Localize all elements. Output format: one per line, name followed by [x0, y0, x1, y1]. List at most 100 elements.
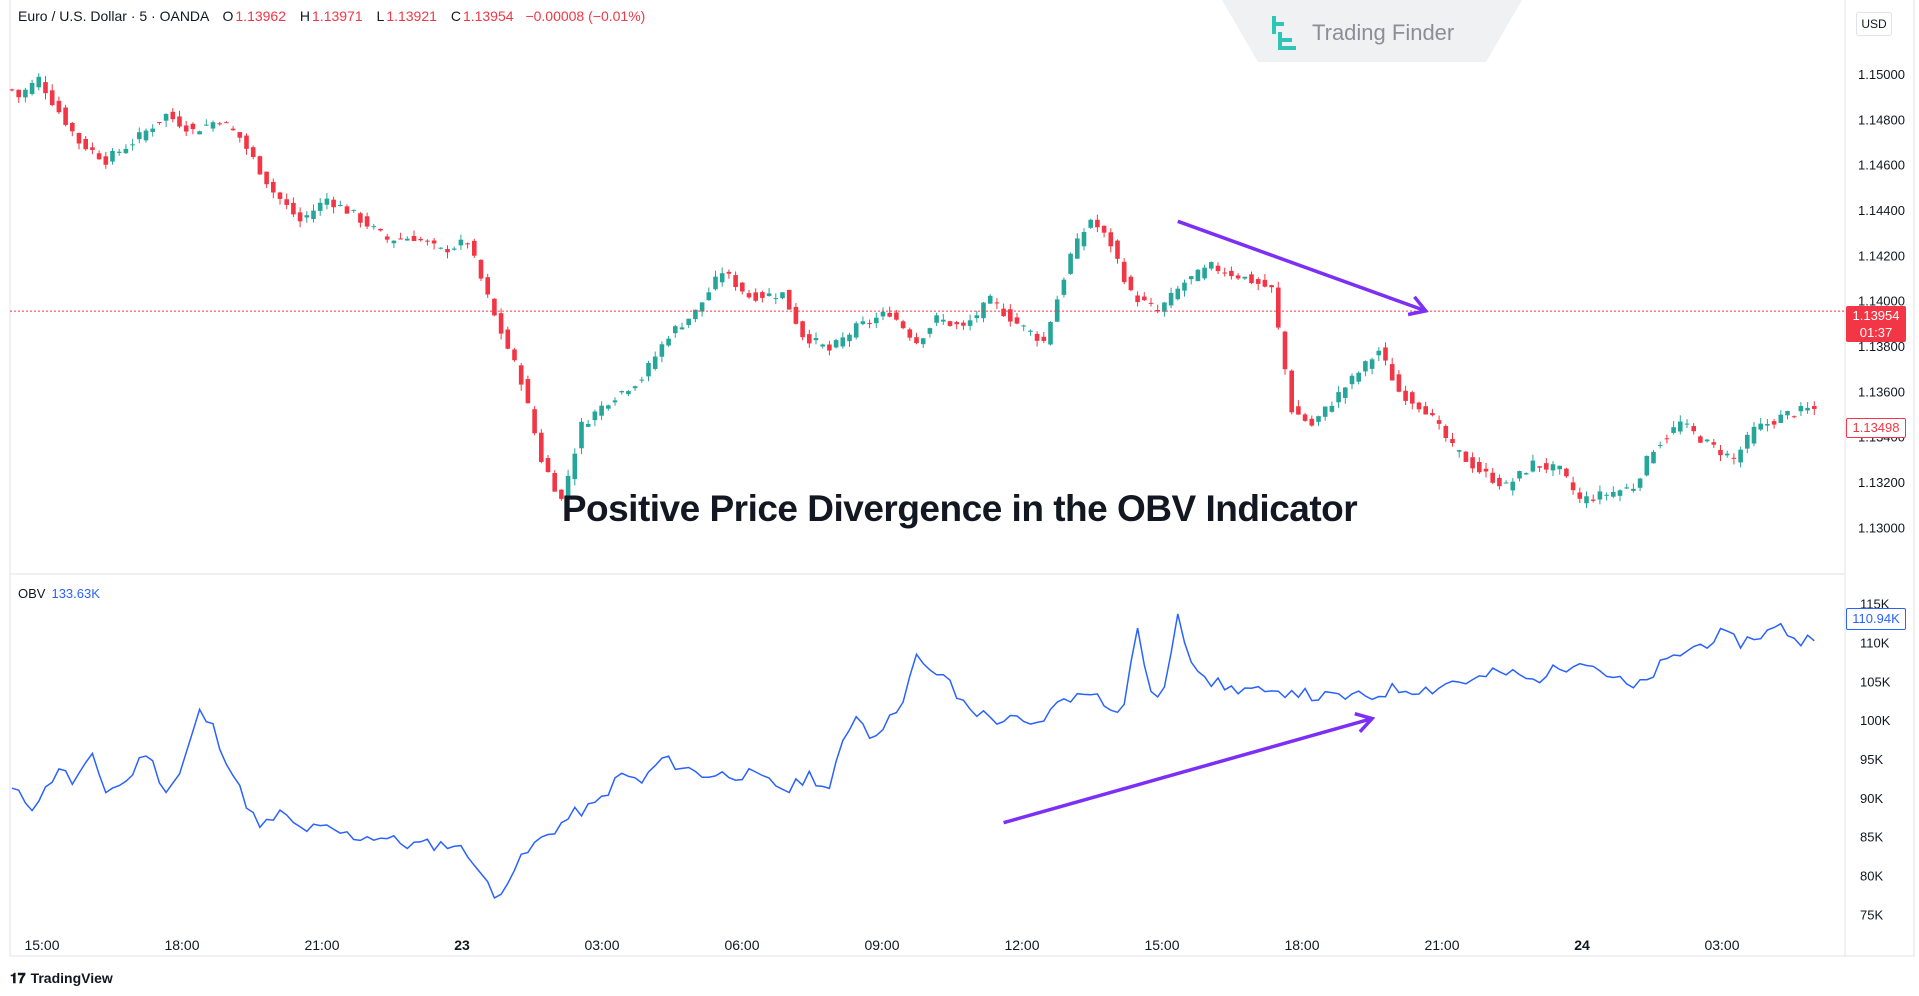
- price-tick-label: 1.13800: [1858, 339, 1905, 354]
- candle: [1691, 423, 1696, 435]
- low-label: L: [376, 8, 385, 24]
- divergence-arrow-obv: [1003, 712, 1376, 825]
- candle: [418, 236, 423, 242]
- candle: [1483, 462, 1489, 478]
- candle: [1302, 412, 1308, 422]
- candle: [137, 127, 142, 144]
- candle: [1597, 485, 1603, 505]
- candle: [820, 343, 825, 349]
- candle: [1604, 492, 1609, 501]
- candle: [1450, 432, 1455, 447]
- price-tick-label: 1.13200: [1858, 475, 1905, 490]
- candle: [1517, 470, 1522, 482]
- candle: [981, 301, 986, 323]
- symbol-name[interactable]: Euro / U.S. Dollar · 5 · OANDA: [18, 8, 209, 24]
- candle: [686, 318, 691, 328]
- time-tick-label: 03:00: [1704, 937, 1739, 953]
- candle: [277, 191, 283, 205]
- candle: [1269, 284, 1274, 293]
- candle: [331, 196, 336, 214]
- candle: [1698, 435, 1703, 444]
- candle: [431, 238, 437, 250]
- candle: [1577, 487, 1583, 504]
- open-value: 1.13962: [235, 8, 286, 24]
- candle: [1570, 476, 1576, 495]
- candle: [1671, 421, 1676, 435]
- candle: [505, 326, 511, 350]
- candle: [1624, 483, 1629, 489]
- candle: [405, 236, 410, 241]
- candle: [559, 489, 564, 501]
- candle: [1584, 491, 1589, 509]
- candle: [224, 121, 229, 124]
- candle: [525, 375, 531, 404]
- candle: [1550, 461, 1556, 477]
- candle: [197, 130, 202, 135]
- candle: [1081, 228, 1087, 251]
- candle: [1423, 401, 1428, 415]
- time-tick-label: 09:00: [864, 937, 899, 953]
- candle: [920, 337, 926, 348]
- candle: [116, 148, 122, 156]
- candle: [1101, 225, 1107, 238]
- tradingview-logo[interactable]: 𝟏𝟕 TradingView: [10, 970, 113, 987]
- candle: [351, 209, 356, 213]
- candle: [324, 193, 330, 210]
- candle: [485, 273, 490, 298]
- candle: [1242, 276, 1248, 280]
- price-axis[interactable]: 1.15000 1.14800 1.14600 1.14400 1.14200 1.140…: [1858, 67, 1905, 535]
- candle: [1383, 342, 1388, 366]
- time-tick-label: 18:00: [1284, 937, 1319, 953]
- candle: [271, 178, 276, 199]
- candle: [1262, 274, 1268, 288]
- candle: [371, 223, 377, 230]
- candle: [43, 76, 48, 100]
- candle: [1309, 415, 1315, 427]
- candle: [1209, 261, 1214, 271]
- candle: [1061, 277, 1067, 298]
- candle: [632, 385, 638, 391]
- candle: [16, 89, 21, 103]
- candle: [96, 150, 102, 160]
- obv-tick-label: 100K: [1860, 713, 1891, 728]
- candle: [304, 211, 310, 223]
- candle: [907, 327, 913, 341]
- time-axis[interactable]: 15:00 18:00 21:00 23 03:00 06:00 09:00 12:00 15:…: [24, 937, 1739, 953]
- candle: [1369, 357, 1375, 375]
- candle: [585, 420, 591, 428]
- candle: [606, 404, 611, 411]
- candle: [1477, 457, 1482, 474]
- candle: [1229, 266, 1234, 280]
- candle: [1456, 449, 1462, 458]
- time-tick-label: 15:00: [24, 937, 59, 953]
- currency-button[interactable]: USD: [1856, 12, 1892, 36]
- candle: [1322, 406, 1328, 421]
- obv-axis[interactable]: 115K 110K 105K 100K 95K 90K 85K 80K 75K: [1860, 597, 1891, 923]
- candle: [1175, 285, 1181, 301]
- candle: [1088, 218, 1093, 229]
- candle: [1651, 449, 1656, 464]
- candle: [961, 320, 966, 330]
- obv-legend[interactable]: OBV 133.63K: [18, 586, 100, 601]
- candle: [1778, 410, 1784, 424]
- candle: [1684, 419, 1690, 428]
- candle: [1021, 324, 1026, 332]
- high-label: H: [299, 8, 311, 24]
- candle: [719, 267, 725, 287]
- candle: [545, 454, 551, 473]
- candle: [1343, 386, 1348, 404]
- candle: [1751, 421, 1757, 447]
- obv-tick-label: 90K: [1860, 791, 1883, 806]
- time-tick-label: 03:00: [584, 937, 619, 953]
- candle: [987, 294, 993, 304]
- obv-tick-label: 85K: [1860, 830, 1883, 845]
- arrows-group: [1003, 219, 1429, 825]
- obv-tick-label: 110K: [1860, 635, 1890, 650]
- candle: [934, 312, 939, 326]
- candle: [29, 79, 35, 96]
- candle: [472, 238, 477, 258]
- candle: [478, 259, 484, 282]
- candle: [1041, 331, 1047, 344]
- candle: [1436, 415, 1442, 430]
